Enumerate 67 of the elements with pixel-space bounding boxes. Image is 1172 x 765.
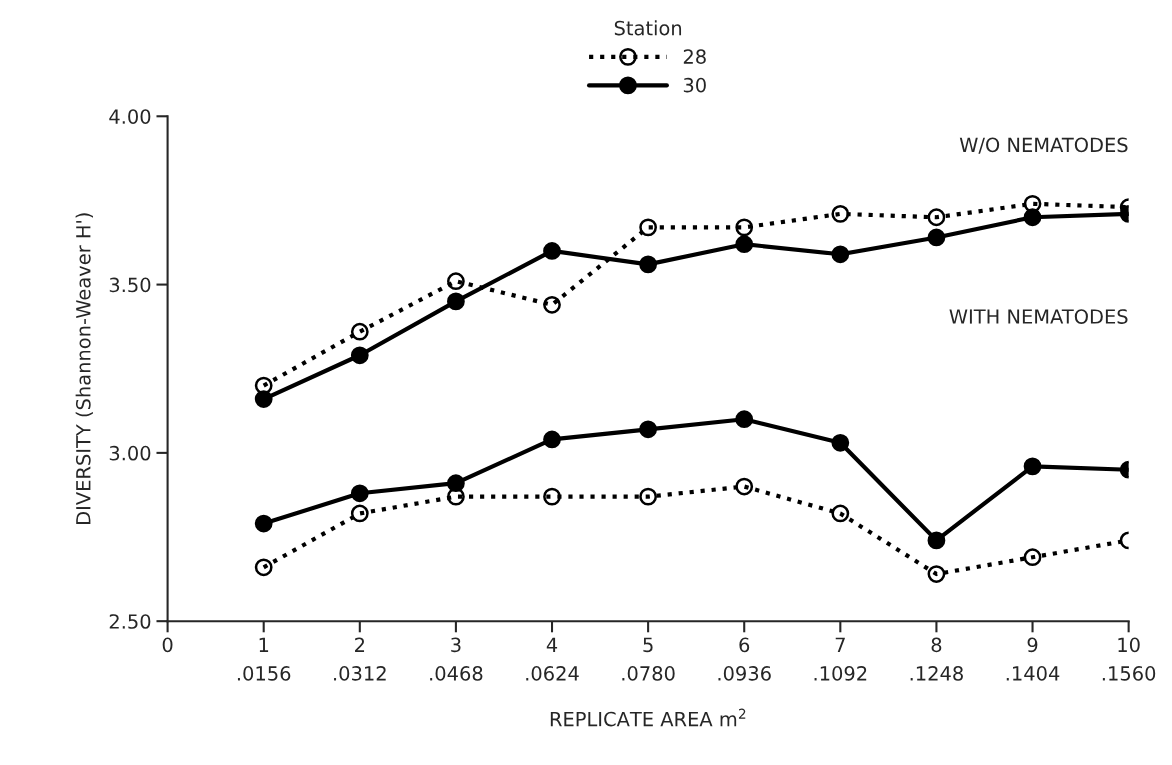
x-tick-label: 1 (259, 637, 269, 652)
point (735, 235, 754, 254)
x2-tick-label: .0624 (526, 666, 579, 681)
point (831, 504, 850, 523)
point (447, 474, 465, 493)
x-tick-label: 10 (1118, 637, 1140, 653)
point (831, 205, 850, 223)
x2-tick-label: .0468 (430, 666, 483, 681)
x2-tick-label: .0156 (237, 666, 291, 681)
legend-label: 28 (683, 49, 706, 64)
x-tick-label: 4 (546, 637, 558, 652)
x-tick-label: 0 (162, 637, 173, 653)
x-tick-label: 3 (451, 637, 461, 653)
point (254, 514, 273, 533)
legend-title: Station (614, 20, 682, 36)
annotation: WITH NEMATODES (949, 309, 1128, 324)
x2-tick-label: .1404 (1006, 666, 1060, 681)
x-tick-label: 7 (835, 637, 845, 652)
x2-tick-label: .1092 (814, 666, 867, 681)
y-tick-label: 3.00 (109, 445, 151, 461)
point (543, 242, 561, 260)
point (639, 420, 658, 439)
x-axis-title: REPLICATE AREA m$^{2}$ (550, 708, 746, 727)
point (1023, 194, 1042, 213)
x-tick-label: 2 (355, 637, 365, 652)
point (350, 484, 369, 503)
point (350, 504, 369, 523)
point (927, 531, 946, 550)
point (735, 477, 754, 496)
point (1023, 208, 1042, 227)
x2-tick-label: .0780 (622, 666, 675, 681)
point (1023, 548, 1042, 567)
point (735, 218, 754, 237)
point (447, 272, 465, 291)
point (639, 218, 658, 237)
y-tick-label: 4.00 (109, 109, 151, 124)
point (639, 255, 658, 274)
point (735, 410, 754, 429)
point (543, 487, 561, 506)
y-axis-title: DIVERSITY (Shannon-Weaver H') (75, 213, 93, 524)
x2-tick-label: .1560 (1102, 666, 1156, 681)
point (831, 433, 850, 452)
point (350, 346, 369, 365)
point (543, 430, 561, 449)
x2-tick-label: .1248 (910, 666, 963, 681)
point (927, 565, 946, 583)
point (254, 376, 273, 395)
legend-label: 30 (683, 77, 706, 93)
x-tick-label: 8 (931, 637, 942, 653)
point (927, 228, 946, 247)
point (1023, 457, 1042, 476)
point (543, 295, 561, 314)
point (447, 292, 465, 311)
x2-tick-label: .0936 (718, 666, 771, 681)
x2-tick-label: .0312 (334, 666, 386, 681)
x-tick-label: 9 (1027, 637, 1038, 653)
point (639, 487, 658, 506)
annotation: W/O NEMATODES (959, 137, 1128, 154)
y-tick-label: 2.50 (109, 614, 151, 629)
x-tick-label: 5 (643, 637, 653, 653)
point (254, 390, 273, 408)
x-tick-label: 6 (739, 637, 750, 653)
point (927, 208, 946, 227)
y-tick-label: 3.50 (109, 277, 151, 293)
point (831, 245, 850, 264)
point (254, 558, 273, 577)
point (350, 322, 369, 341)
